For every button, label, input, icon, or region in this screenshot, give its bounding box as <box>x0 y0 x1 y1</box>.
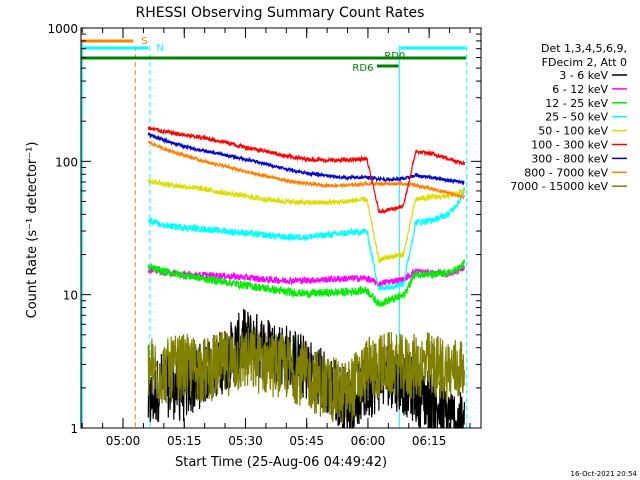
series-line <box>147 126 465 215</box>
y-tick-label: 10 <box>63 289 78 303</box>
annotation-label: RD0 <box>384 51 405 62</box>
annotation-label: N <box>156 43 163 54</box>
y-tick-label: 100 <box>55 155 78 169</box>
chart-title: RHESSI Observing Summary Count Rates <box>136 5 425 21</box>
series-line <box>147 265 465 288</box>
legend-label: 6 - 12 keV <box>552 83 608 96</box>
series-layer <box>147 126 465 429</box>
legend-header-1: Det 1,3,4,5,6,9, <box>541 42 627 55</box>
y-axis-label: Count Rate (s⁻¹ detector⁻¹) <box>25 142 40 319</box>
annotation-label: S <box>141 36 147 47</box>
x-tick-label: 05:30 <box>228 434 263 448</box>
x-tick-label: 06:15 <box>412 434 447 448</box>
series-line <box>147 187 465 292</box>
legend-label: 3 - 6 keV <box>559 69 608 82</box>
legend-label: 800 - 7000 keV <box>524 166 608 179</box>
plot-frame <box>80 27 482 429</box>
x-tick-label: 05:00 <box>106 434 141 448</box>
x-tick-label: 05:15 <box>167 434 202 448</box>
axes-layer: 1 10 100 1000 05:00 05:15 05:30 05:45 06:00 06:15 <box>47 22 481 448</box>
legend-header-2: FDecim 2, Att 0 <box>542 56 627 69</box>
series-line <box>147 131 465 186</box>
series-line <box>147 139 465 200</box>
series-line <box>147 178 465 264</box>
x-tick-label: 06:00 <box>351 434 386 448</box>
annotation-label: RD6 <box>352 63 373 74</box>
legend-label: 7000 - 15000 keV <box>510 180 608 193</box>
legend-label: 50 - 100 keV <box>538 125 608 138</box>
y-tick-label: 1 <box>70 422 78 436</box>
legend-label: 300 - 800 keV <box>531 152 608 165</box>
series-line <box>147 327 465 424</box>
x-axis-label: Start Time (25-Aug-06 04:49:42) <box>175 455 387 470</box>
footer-timestamp: 16-Oct-2021 20:54 <box>571 470 638 478</box>
series-line <box>147 259 465 308</box>
y-tick-label: 1000 <box>47 22 78 36</box>
x-tick-label: 05:45 <box>289 434 324 448</box>
legend-label: 12 - 25 keV <box>545 97 608 110</box>
legend-label: 100 - 300 keV <box>531 139 608 152</box>
legend-label: 25 - 50 keV <box>545 111 608 124</box>
